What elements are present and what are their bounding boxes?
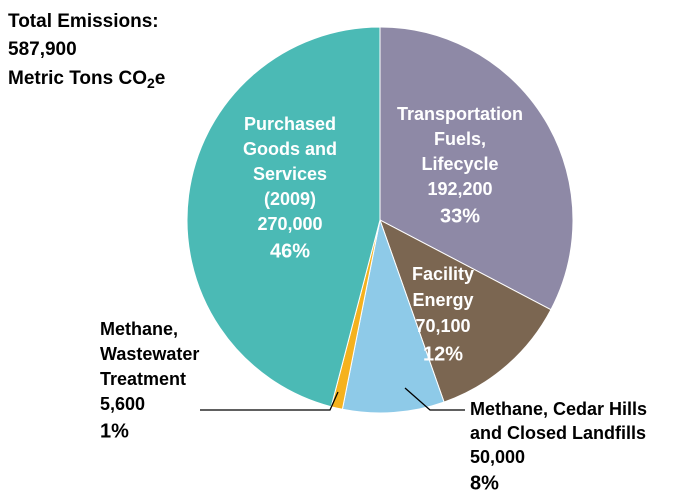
value-label: 192,200 bbox=[427, 179, 492, 199]
slice-label: Purchased bbox=[244, 114, 336, 134]
percent-label: 46% bbox=[270, 240, 310, 262]
slice-label: Lifecycle bbox=[421, 154, 498, 174]
pie-slice bbox=[186, 26, 381, 408]
unit: Metric Tons CO bbox=[8, 68, 147, 89]
percent-label: 12% bbox=[423, 343, 463, 365]
pie-slice bbox=[379, 218, 552, 403]
pie-slice bbox=[341, 218, 445, 414]
total-label: Total Emissions: bbox=[8, 11, 159, 32]
unit-subscript: 2 bbox=[147, 75, 155, 91]
slice-label: Energy bbox=[412, 290, 473, 310]
slice-label: Facility bbox=[412, 264, 474, 284]
unit: e bbox=[155, 68, 166, 89]
slice-label: Methane, Cedar Hills bbox=[470, 399, 647, 419]
slice-label: Goods and bbox=[243, 139, 337, 159]
slice-label: Methane, bbox=[100, 319, 178, 339]
slice-label: and Closed Landfills bbox=[470, 423, 646, 443]
slice-label: Services bbox=[253, 164, 327, 184]
slice-label: Treatment bbox=[100, 369, 186, 389]
total-value: 587,900 bbox=[8, 39, 77, 60]
slice-label: Fuels, bbox=[434, 129, 486, 149]
percent-label: 8% bbox=[470, 472, 499, 494]
total-unit: Metric Tons CO2e bbox=[8, 68, 165, 91]
leader-line bbox=[200, 391, 339, 411]
percent-label: 1% bbox=[100, 420, 129, 442]
value-label: 50,000 bbox=[470, 447, 525, 467]
value-label: 70,100 bbox=[415, 316, 470, 336]
pie bbox=[186, 26, 574, 414]
leader-line bbox=[404, 387, 465, 411]
slice-label: (2009) bbox=[264, 189, 316, 209]
value-label: 5,600 bbox=[100, 394, 145, 414]
percent-label: 33% bbox=[440, 205, 480, 227]
slice-label: Wastewater bbox=[100, 344, 199, 364]
value-label: 270,000 bbox=[257, 214, 322, 234]
pie-slice bbox=[379, 26, 574, 311]
slice-label: Transportation bbox=[397, 104, 523, 124]
